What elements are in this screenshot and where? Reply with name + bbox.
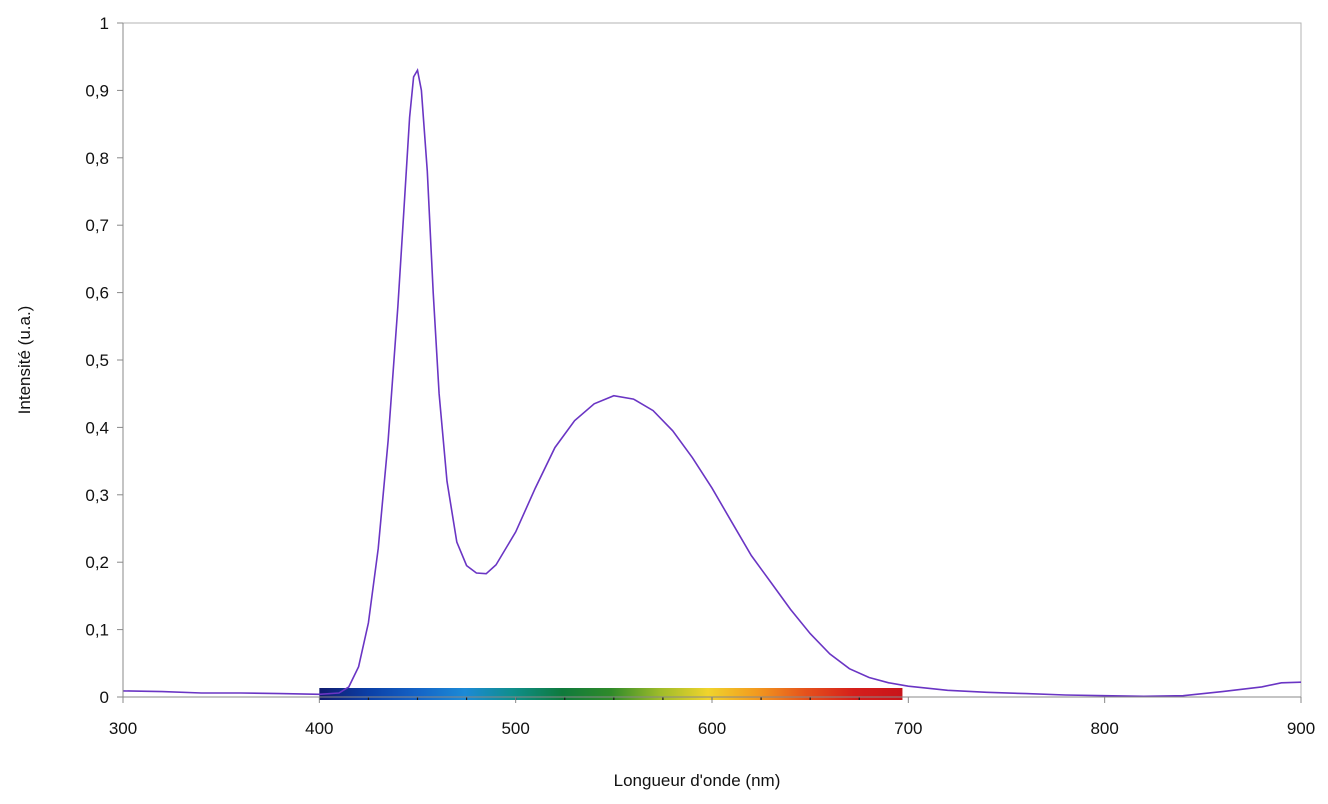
intensity-series-line — [122, 67, 1302, 698]
y-axis-title: Intensité (u.a.) — [15, 306, 34, 415]
y-axis: 0 0,1 0,2 0,3 0,4 0,5 0,6 0,7 0,8 0,9 1 — [85, 14, 124, 707]
y-tick-label: 0,1 — [85, 621, 109, 640]
x-tick-label: 300 — [109, 719, 137, 738]
y-tick-label: 0,4 — [85, 418, 109, 437]
x-tick-label: 400 — [305, 719, 333, 738]
x-axis: 300 400 500 600 700 800 900 — [109, 696, 1315, 738]
y-tick-label: 0,9 — [85, 81, 109, 100]
spectrum-gradient-strip — [319, 688, 903, 700]
x-tick-label: 700 — [894, 719, 922, 738]
y-tick-label: 0,7 — [85, 216, 109, 235]
x-tick-label: 800 — [1090, 719, 1118, 738]
plot-frame — [122, 22, 1302, 698]
y-tick-label: 1 — [100, 14, 109, 33]
x-axis-title: Longueur d'onde (nm) — [614, 771, 781, 790]
x-tick-label: 600 — [698, 719, 726, 738]
y-tick-label: 0,3 — [85, 486, 109, 505]
y-tick-label: 0,2 — [85, 553, 109, 572]
y-tick-label: 0 — [100, 688, 109, 707]
y-tick-label: 0,6 — [85, 284, 109, 303]
y-tick-label: 0,5 — [85, 351, 109, 370]
x-tick-label: 500 — [501, 719, 529, 738]
x-tick-label: 900 — [1287, 719, 1315, 738]
visible-spectrum-bar — [319, 688, 903, 700]
y-tick-label: 0,8 — [85, 149, 109, 168]
